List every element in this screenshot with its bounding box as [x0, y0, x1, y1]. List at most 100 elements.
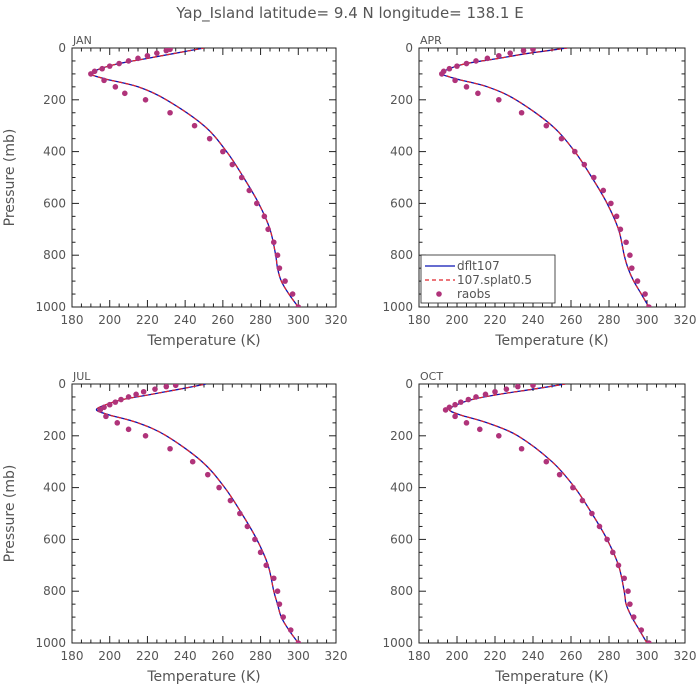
raobs-point [520, 48, 527, 54]
raobs-point [227, 497, 234, 504]
y-tick-label: 0 [58, 41, 66, 55]
figure-title: Yap_Island latitude= 9.4 N longitude= 13… [175, 4, 523, 23]
raobs-point [163, 384, 170, 390]
panel-jan: JAN 180 200 220 240 260 280 300 320 0 200 400 600 800… [2, 34, 347, 349]
raobs-point [172, 384, 179, 389]
y-tick-label: 800 [390, 248, 413, 262]
raobs-point [270, 575, 277, 582]
y-tick-label: 800 [43, 248, 66, 262]
raobs-point [570, 484, 576, 491]
raobs-point [629, 265, 635, 271]
y-tick-label: 0 [58, 377, 66, 391]
raobs-point [125, 58, 132, 64]
raobs-point [265, 226, 271, 233]
raobs-point [465, 396, 472, 403]
raobs-point [558, 135, 565, 142]
raobs-point [101, 404, 107, 411]
raobs-point [257, 549, 264, 556]
raobs-point [477, 426, 483, 433]
raobs-point [280, 614, 287, 620]
raobs-point [591, 174, 597, 181]
y-tick-label: 200 [390, 429, 413, 443]
y-tick-label: 800 [43, 584, 66, 598]
x-tick-label: 260 [211, 649, 234, 663]
x-tick-label: 240 [522, 313, 545, 327]
raobs-point [276, 265, 283, 271]
x-tick-label: 260 [560, 649, 583, 663]
raobs-point [492, 388, 498, 395]
raobs-point [206, 135, 213, 142]
raobs-point [112, 399, 119, 405]
y-tick-label: 600 [390, 532, 413, 546]
legend-marker-raobs [436, 291, 442, 297]
raobs-point [191, 122, 198, 129]
plot-area [442, 384, 652, 643]
x-tick-label: 240 [522, 649, 545, 663]
raobs-point [452, 401, 458, 408]
y-tick-label: 600 [43, 196, 66, 210]
raobs-point [125, 426, 132, 433]
raobs-point [482, 391, 489, 398]
y-tick-label: 1000 [35, 300, 66, 314]
raobs-point [515, 384, 521, 390]
panel-label: OCT [420, 370, 443, 383]
raobs-point [252, 536, 258, 543]
legend-label: dflt107 [457, 259, 500, 273]
x-tick-label: 280 [249, 649, 272, 663]
raobs-point [613, 213, 620, 220]
raobs-point [189, 458, 196, 465]
raobs-point [617, 226, 624, 233]
panel-oct: OCT 180 200 220 240 260 280 300 320 0 200 400 600 800… [382, 370, 696, 685]
y-tick-label: 1000 [382, 300, 413, 314]
raobs-point [216, 484, 222, 491]
plot-frame [71, 383, 337, 644]
panel-label: APR [420, 34, 442, 47]
raobs-point [99, 65, 105, 72]
x-tick-label: 220 [136, 313, 159, 327]
raobs-point [140, 388, 147, 395]
raobs-point [142, 433, 149, 439]
x-tick-label: 260 [211, 313, 234, 327]
x-tick-label: 200 [98, 649, 121, 663]
raobs-point [91, 68, 98, 75]
raobs-point [581, 161, 588, 168]
plot-area [95, 384, 302, 643]
x-axis-label: Temperature (K) [146, 669, 260, 685]
y-tick-label: 1000 [35, 636, 66, 650]
panels: JAN 180 200 220 240 260 280 300 320 0 200 400 600 800… [2, 34, 696, 685]
raobs-point [458, 399, 464, 405]
x-tick-label: 280 [598, 649, 621, 663]
y-tick-label: 400 [43, 481, 66, 495]
raobs-point [530, 48, 536, 53]
x-tick-label: 280 [249, 313, 272, 327]
raobs-point [144, 52, 151, 59]
x-tick-label: 240 [174, 649, 197, 663]
panel-label: JUL [72, 370, 91, 383]
legend-label: raobs [457, 287, 491, 301]
raobs-point [507, 50, 513, 56]
raobs-point [135, 55, 141, 62]
raobs-point [295, 640, 302, 643]
y-tick-label: 400 [390, 481, 413, 495]
raobs-point [463, 60, 470, 67]
raobs-point [625, 588, 631, 594]
raobs-point [204, 471, 211, 478]
plot-frame [71, 47, 337, 308]
x-tick-label: 320 [325, 649, 348, 663]
x-tick-label: 180 [61, 313, 84, 327]
raobs-point [473, 58, 479, 64]
raobs-point [289, 291, 296, 297]
raobs-point [118, 396, 124, 403]
y-tick-label: 200 [390, 93, 413, 107]
x-tick-label: 300 [287, 313, 310, 327]
raobs-point [263, 562, 270, 569]
x-tick-label: 220 [484, 313, 507, 327]
plot-area [439, 48, 652, 307]
x-tick-label: 180 [408, 313, 431, 327]
raobs-point [518, 445, 525, 452]
dflt107-line [90, 48, 299, 307]
raobs-point [530, 384, 536, 389]
legend-label: 107.splat0.5 [457, 273, 532, 287]
splat-line [95, 384, 299, 643]
raobs-point [646, 640, 652, 643]
